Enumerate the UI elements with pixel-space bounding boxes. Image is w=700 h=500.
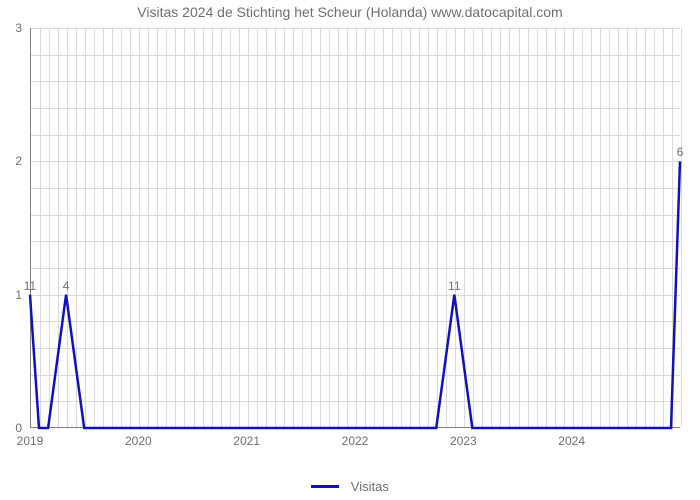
point-label: 4 (63, 279, 70, 293)
point-label: 11 (24, 279, 36, 293)
line-series (30, 28, 680, 428)
x-tick-label: 2019 (17, 428, 44, 448)
y-tick-label: 2 (15, 154, 30, 168)
series-line (30, 161, 680, 428)
x-tick-label: 2024 (558, 428, 585, 448)
x-tick-label: 2020 (125, 428, 152, 448)
chart-title: Visitas 2024 de Stichting het Scheur (Ho… (0, 4, 700, 20)
point-label: 11 (448, 279, 460, 293)
grid-vertical (681, 28, 682, 427)
point-label: 6 (677, 145, 684, 159)
x-tick-label: 2023 (450, 428, 477, 448)
x-tick-label: 2021 (233, 428, 260, 448)
plot-area: 0123201920202021202220232024114116 (30, 28, 680, 428)
legend-label: Visitas (351, 479, 389, 494)
legend: Visitas (0, 478, 700, 494)
y-tick-label: 3 (15, 21, 30, 35)
x-tick-label: 2022 (342, 428, 369, 448)
legend-swatch (311, 485, 339, 488)
